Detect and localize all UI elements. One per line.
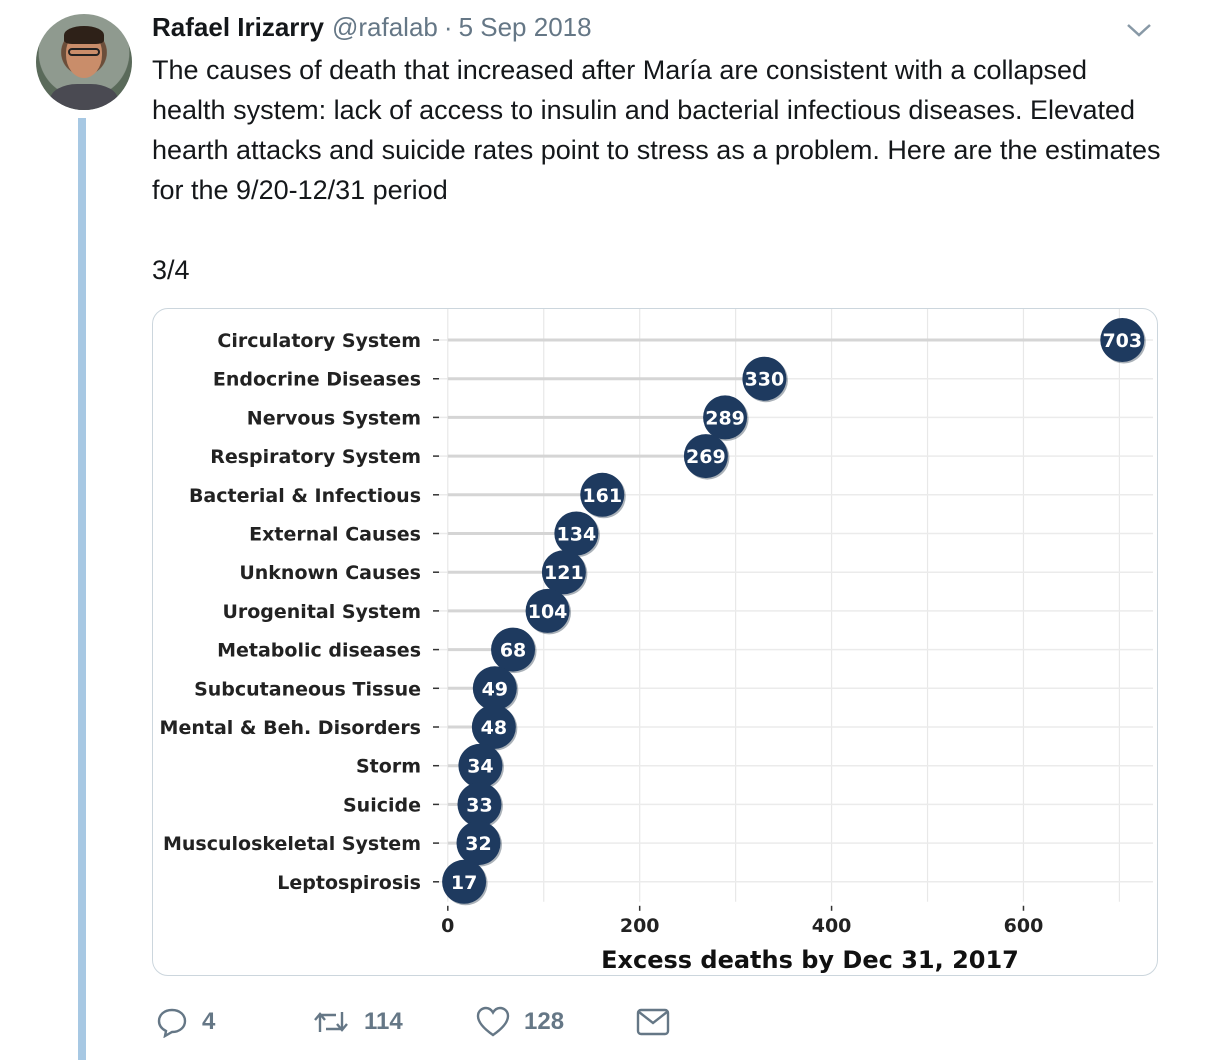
y-tick-label: Respiratory System <box>210 446 421 468</box>
y-tick-label: Leptospirosis <box>277 872 421 894</box>
author-handle[interactable]: @rafalab <box>331 12 438 42</box>
y-tick-label: Endocrine Diseases <box>213 369 421 391</box>
y-tick-label: Subcutaneous Tissue <box>194 678 421 700</box>
avatar[interactable] <box>36 14 132 110</box>
y-tick-label: Metabolic diseases <box>217 640 421 662</box>
data-point <box>456 821 501 866</box>
envelope-icon <box>636 1008 670 1036</box>
data-label: 161 <box>582 485 622 507</box>
tweet-date[interactable]: 5 Sep 2018 <box>458 12 592 42</box>
data-label: 269 <box>686 446 726 468</box>
data-point <box>471 705 516 749</box>
data-label: 121 <box>544 562 584 584</box>
data-point <box>1100 318 1145 362</box>
chevron-down-icon[interactable] <box>1124 20 1154 40</box>
y-tick-label: Storm <box>356 756 421 778</box>
x-tick-label: 200 <box>620 915 660 937</box>
data-label: 48 <box>481 717 507 739</box>
data-label: 703 <box>1102 330 1142 352</box>
data-label: 34 <box>467 756 493 778</box>
data-label: 104 <box>528 601 568 623</box>
chart-card[interactable]: Circulatory System 703 Endocrine Diseases 3… <box>152 308 1158 976</box>
like-button[interactable]: 128 <box>476 1000 564 1044</box>
retweet-button[interactable]: 114 <box>312 1000 403 1044</box>
author-name[interactable]: Rafael Irizarry <box>152 12 324 42</box>
tweet-text: The causes of death that increased after… <box>152 55 1161 205</box>
reply-icon <box>157 1008 187 1038</box>
tweet-actions: 4 114 128 <box>152 1000 712 1044</box>
y-tick-label: Nervous System <box>247 407 421 429</box>
y-tick-label: Unknown Causes <box>239 562 421 584</box>
data-point <box>541 550 586 595</box>
dot-chart: Circulatory System 703 Endocrine Diseases 3… <box>160 309 1153 974</box>
y-tick-label: External Causes <box>249 524 421 546</box>
y-tick-label: Bacterial & Infectious <box>189 485 421 507</box>
data-label: 330 <box>745 369 785 391</box>
data-point <box>580 472 625 517</box>
data-point <box>472 666 517 711</box>
y-tick-label: Suicide <box>343 794 421 816</box>
separator-dot: · <box>443 12 453 42</box>
data-label: 32 <box>465 833 491 855</box>
y-tick-label: Musculoskeletal System <box>163 833 421 855</box>
heart-icon <box>476 1006 510 1037</box>
reply-count: 4 <box>202 1008 216 1035</box>
data-point <box>442 859 487 904</box>
thread-line <box>78 118 86 1060</box>
reply-button[interactable]: 4 <box>156 1000 215 1044</box>
x-tick-label: 600 <box>1004 915 1044 937</box>
data-label: 49 <box>482 678 508 700</box>
retweet-count: 114 <box>364 1008 403 1035</box>
y-tick-label: Mental & Beh. Disorders <box>160 717 421 739</box>
data-point <box>554 511 599 556</box>
avatar-shirt <box>50 84 118 110</box>
like-count: 128 <box>524 1008 565 1035</box>
data-point <box>525 588 570 633</box>
thread-page-count: 3/4 <box>152 255 190 285</box>
data-label: 33 <box>466 794 492 816</box>
y-tick-label: Circulatory System <box>217 330 421 352</box>
data-point <box>458 743 503 788</box>
avatar-hair <box>64 26 104 44</box>
tweet-header: Rafael Irizarry @rafalab · 5 Sep 2018 <box>152 12 592 46</box>
data-point <box>703 395 748 440</box>
avatar-glasses <box>68 48 100 56</box>
data-label: 17 <box>451 872 477 894</box>
data-point <box>683 434 728 479</box>
data-label: 289 <box>705 407 745 429</box>
data-point <box>742 356 787 401</box>
data-label: 134 <box>557 524 597 546</box>
data-label: 68 <box>500 640 526 662</box>
x-axis-label: Excess deaths by Dec 31, 2017 <box>601 946 1019 974</box>
x-tick-label: 400 <box>812 915 852 937</box>
x-tick-label: 0 <box>441 915 454 937</box>
data-point <box>491 627 536 672</box>
data-point <box>457 782 502 827</box>
dm-button[interactable] <box>636 1000 684 1044</box>
y-tick-label: Urogenital System <box>222 601 421 623</box>
retweet-icon <box>314 1012 348 1032</box>
